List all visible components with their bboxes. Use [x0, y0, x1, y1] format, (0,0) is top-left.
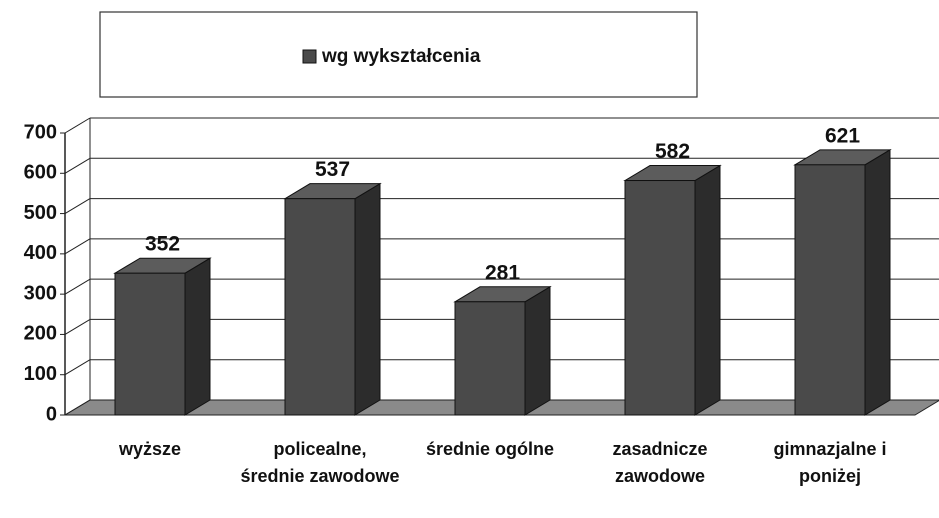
grid-line [64, 117, 91, 134]
x-tick-label: gimnazjalne i poniżej [773, 439, 887, 486]
grid-line [64, 318, 91, 335]
bar-side [524, 285, 551, 416]
x-tick-label: policealne, średnie zawodowe [240, 439, 400, 486]
grid-line [64, 399, 91, 416]
y-tick-label: 700 [24, 121, 57, 143]
x-tick-label: średnie ogólne [425, 439, 555, 459]
grid-line [64, 198, 91, 215]
bar [454, 301, 526, 416]
y-tick-label: 0 [46, 403, 57, 425]
data-label: 582 [655, 140, 690, 163]
y-tick-label: 600 [24, 162, 57, 184]
y-tick-label: 500 [24, 202, 57, 224]
data-label: 621 [825, 124, 860, 147]
grid-line [64, 157, 91, 174]
legend-box [99, 11, 698, 98]
bar [284, 198, 356, 416]
y-tick-label: 300 [24, 282, 57, 304]
bar-side [184, 257, 211, 416]
grid-line [64, 359, 91, 376]
bar [794, 164, 866, 416]
bar-side [694, 164, 721, 416]
data-label: 281 [485, 261, 520, 284]
y-tick-label: 100 [24, 363, 57, 385]
data-label: 537 [315, 158, 350, 181]
y-tick-label: 400 [24, 242, 57, 264]
data-label: 352 [145, 233, 180, 256]
x-tick-label: wyższe [118, 439, 182, 459]
grid-line [64, 238, 91, 255]
legend-swatch [302, 49, 317, 64]
bar-side [354, 182, 381, 416]
legend-label: wg wykształcenia [321, 46, 481, 67]
x-tick-label: zasadnicze zawodowe [612, 439, 708, 486]
grid-line [64, 278, 91, 295]
bar-side [864, 148, 891, 416]
bar [114, 272, 186, 416]
y-tick-label: 200 [24, 323, 57, 345]
bar [624, 180, 696, 416]
